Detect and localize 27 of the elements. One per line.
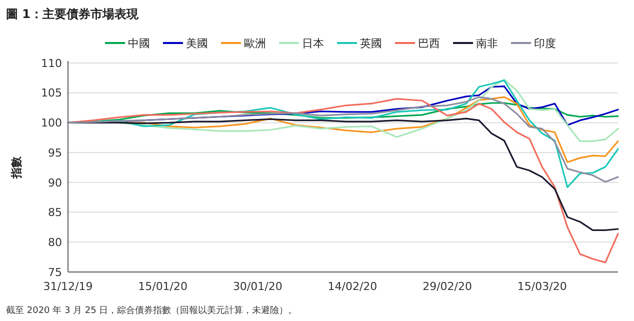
legend-label: 歐洲 [244, 37, 266, 50]
y-tick-label: 90 [48, 176, 62, 190]
y-tick-label: 100 [41, 116, 62, 130]
legend-label: 日本 [302, 37, 324, 50]
y-tick-label: 85 [48, 206, 62, 220]
y-tick-label: 75 [48, 266, 62, 279]
x-tick-label: 29/02/20 [422, 280, 472, 293]
chart-title: 圖 1：主要債券市場表現 [6, 7, 140, 21]
x-tick-label: 31/12/19 [43, 280, 93, 293]
y-tick-label: 80 [48, 236, 62, 249]
line-series [67, 96, 619, 183]
x-tick-label: 30/01/20 [232, 280, 282, 293]
legend-label: 英國 [360, 37, 382, 50]
text: 截至 2020 年 3 月 25 日，綜合債券指數（回報以美元計算，未避險）。 [6, 305, 298, 316]
legend-label: 巴西 [418, 37, 440, 50]
legend-label: 中國 [128, 37, 150, 50]
y-tick-label: 110 [41, 56, 62, 70]
y-tick-label: 105 [41, 86, 62, 100]
y-tick-label: 95 [48, 146, 62, 160]
x-tick-label: 15/03/20 [517, 280, 567, 293]
line-series [67, 98, 619, 264]
legend-label: 印度 [534, 37, 556, 50]
x-tick-label: 14/02/20 [328, 280, 378, 293]
legend-label: 南非 [476, 37, 498, 50]
y-axis-title: 指數 [10, 156, 23, 180]
x-tick-label: 15/01/20 [138, 280, 188, 293]
legend-label: 美國 [186, 37, 208, 50]
